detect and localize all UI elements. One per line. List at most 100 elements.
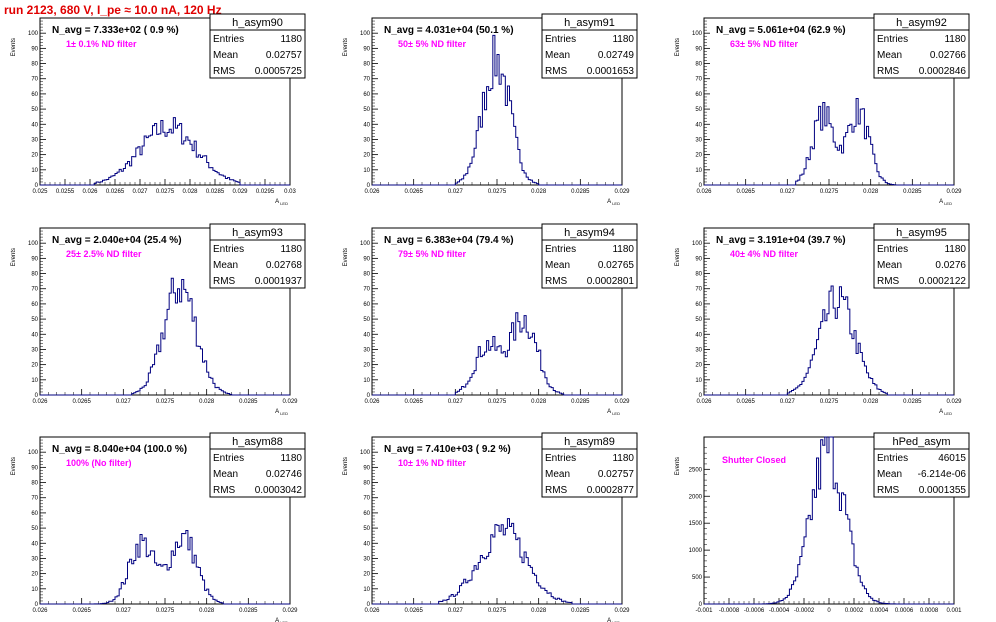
x-tick-label: 0.027 (780, 399, 796, 405)
y-tick-label: 60 (31, 511, 38, 517)
stats-key: RMS (545, 485, 568, 496)
x-tick-label: 0.0275 (488, 189, 507, 195)
stats-box: h_asym91 Entries 1180 Mean 0.02749 RMS 0.00016… (541, 13, 638, 79)
x-tick-label: 0.028 (199, 399, 215, 405)
y-tick-label: 10 (31, 587, 38, 593)
x-tick-label: 0 (827, 608, 831, 614)
stats-value: 0.0002846 (919, 66, 967, 77)
stats-box: h_asym92 Entries 1180 Mean 0.02766 RMS 0.00028… (873, 13, 970, 79)
x-axis-label: A LED (275, 199, 288, 206)
stats-value: 1180 (280, 34, 302, 45)
y-axis-label: Events (343, 457, 349, 475)
stats-key: Mean (545, 50, 570, 61)
filter-annotation: Shutter Closed (722, 455, 786, 465)
y-tick-label: 0 (699, 183, 703, 189)
y-tick-label: 30 (31, 137, 38, 143)
y-tick-label: 30 (363, 556, 370, 562)
x-tick-label: 0.0265 (736, 399, 755, 405)
y-tick-label: 70 (363, 77, 370, 83)
x-tick-label: 0.0275 (488, 399, 507, 405)
x-tick-label: 0.026 (32, 399, 48, 405)
x-tick-label: 0.029 (614, 189, 630, 195)
y-tick-label: 70 (31, 287, 38, 293)
y-tick-label: 60 (31, 302, 38, 308)
y-tick-label: 10 (363, 168, 370, 174)
y-tick-label: 90 (31, 256, 38, 262)
stats-key: Entries (213, 453, 244, 464)
x-axis-label: A LED (275, 618, 288, 622)
y-tick-label: 50 (31, 317, 38, 323)
stats-key: RMS (877, 66, 900, 77)
y-tick-label: 10 (363, 587, 370, 593)
navg-label: N_avg = 4.031e+04 (50.1 %) (384, 25, 514, 36)
x-axis-label: A LED (607, 618, 620, 622)
histogram-panel-h_asym93: 0 10 20 30 40 50 60 70 80 90 100 0.026 0.0265 0.027 0.… (11, 223, 306, 416)
histogram-bars (704, 436, 954, 605)
stats-title: h_asym94 (564, 227, 615, 239)
y-tick-label: 60 (31, 92, 38, 98)
stats-title: hPed_asym (892, 436, 950, 448)
x-tick-label: 0.028 (863, 189, 879, 195)
y-axis-label: Events (343, 248, 349, 266)
x-tick-label: 0.029 (282, 399, 298, 405)
x-tick-label: 0.0255 (56, 189, 75, 195)
stats-value: 0.02757 (598, 469, 635, 480)
filter-annotation: 25± 2.5% ND filter (66, 249, 142, 259)
navg-label: N_avg = 3.191e+04 (39.7 %) (716, 235, 846, 246)
y-tick-label: 60 (363, 302, 370, 308)
stats-title: h_asym90 (232, 17, 283, 29)
stats-key: RMS (213, 66, 236, 77)
x-tick-label: 0.029 (282, 608, 298, 614)
x-tick-label: 0.0295 (256, 189, 275, 195)
histogram-panel-h_asym92: 0 10 20 30 40 50 60 70 80 90 100 0.026 0.0265 0.027 0.… (675, 13, 970, 206)
y-tick-label: 0 (367, 602, 371, 608)
y-tick-label: 80 (363, 481, 370, 487)
stats-value: 0.0003042 (255, 485, 303, 496)
x-tick-label: 0.026 (696, 399, 712, 405)
stats-box: h_asym94 Entries 1180 Mean 0.02765 RMS 0.00028… (541, 223, 638, 289)
stats-value: 0.0276 (935, 260, 966, 271)
stats-title: h_asym93 (232, 227, 283, 239)
x-tick-label: 0.0265 (72, 399, 91, 405)
y-tick-label: 90 (363, 465, 370, 471)
x-tick-label: 0.03 (284, 189, 296, 195)
y-tick-label: 40 (31, 332, 38, 338)
x-tick-label: 0.025 (32, 189, 48, 195)
y-tick-label: 70 (363, 287, 370, 293)
stats-key: Mean (877, 469, 902, 480)
y-tick-label: 80 (695, 272, 702, 278)
x-tick-label: 0.0265 (106, 189, 125, 195)
stats-value: 1180 (612, 244, 634, 255)
histogram-panel-h_asym88: 0 10 20 30 40 50 60 70 80 90 100 0.026 0.0265 0.027 0.… (11, 432, 306, 622)
navg-label: N_avg = 7.410e+03 ( 9.2 %) (384, 444, 511, 455)
stats-value: 0.02749 (598, 50, 635, 61)
x-tick-label: 0.0275 (156, 399, 175, 405)
histogram-panel-h_asym90: 0 10 20 30 40 50 60 70 80 90 100 0.025 0.0255 0.026 0.… (11, 13, 306, 206)
stats-key: RMS (877, 485, 900, 496)
y-tick-label: 0 (367, 393, 371, 399)
histogram-bars (372, 34, 622, 186)
y-tick-label: 70 (31, 496, 38, 502)
x-tick-label: 0.026 (696, 189, 712, 195)
x-tick-label: 0.028 (863, 399, 879, 405)
x-tick-label: 0.026 (32, 608, 48, 614)
y-tick-label: 80 (695, 62, 702, 68)
stats-key: Mean (213, 469, 238, 480)
y-tick-label: 80 (31, 481, 38, 487)
x-tick-label: 0.029 (946, 189, 962, 195)
stats-key: RMS (877, 276, 900, 287)
stats-title: h_asym92 (896, 17, 947, 29)
x-tick-label: 0.0285 (903, 189, 922, 195)
y-tick-label: 80 (363, 62, 370, 68)
y-axis-label: Events (675, 38, 681, 56)
y-tick-label: 10 (31, 168, 38, 174)
y-tick-label: 60 (695, 302, 702, 308)
x-tick-label: 0.026 (364, 608, 380, 614)
stats-value: 46015 (938, 453, 966, 464)
stats-title: h_asym91 (564, 17, 615, 29)
stats-key: Mean (545, 469, 570, 480)
x-tick-label: 0.028 (199, 608, 215, 614)
stats-value: 1180 (944, 244, 966, 255)
y-tick-label: 100 (692, 241, 703, 247)
y-tick-label: 10 (31, 378, 38, 384)
